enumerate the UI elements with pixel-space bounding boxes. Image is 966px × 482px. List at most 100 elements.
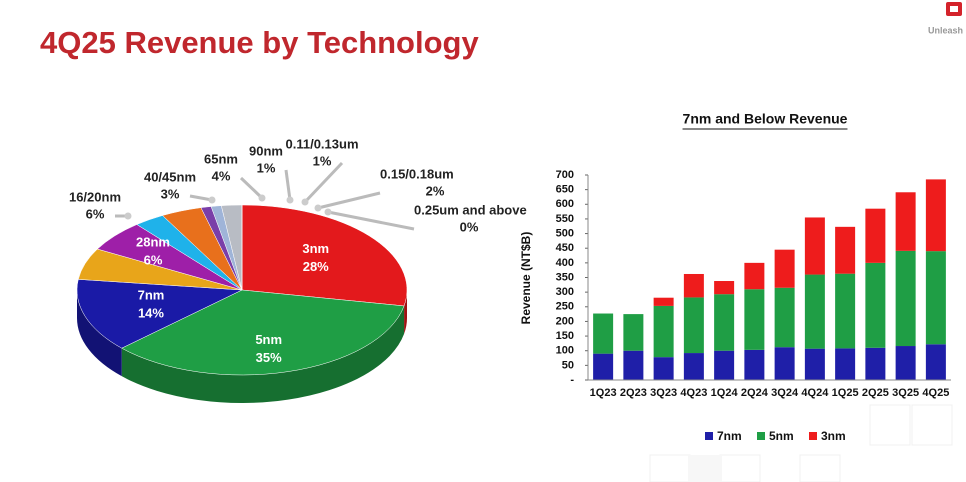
pie-slice [76,279,243,349]
leader-line [317,191,381,210]
x-tick-label: 3Q25 [892,387,919,399]
page-title: 4Q25 Revenue by Technology [40,25,479,60]
chart-title: 7nm and Below Revenue [683,111,848,127]
leader-line [189,194,213,202]
y-tick-label: 300 [556,286,574,298]
bar-segment [774,347,795,380]
bar-segment [593,353,614,380]
bar-segment [835,348,856,380]
y-tick-label: - [570,374,574,386]
y-tick-label: 650 [556,184,574,196]
slice-name: 0.11/0.13um [286,136,359,151]
bar-segment [865,208,886,263]
leader-dot [124,212,132,220]
bar-segment [925,251,946,345]
slice-value: 1% [257,160,276,175]
slice-name: 28nm [136,235,170,250]
bar-segment [683,273,704,298]
leader-dot [286,196,294,204]
slice-value: 3% [161,186,180,201]
slice-side [404,290,408,334]
bar-segment [683,297,704,354]
x-tick-label: 3Q24 [771,387,799,399]
slice-name: 5nm [255,332,282,347]
bar-segment [744,289,765,350]
bar-segment [835,273,856,349]
leader-dot [258,194,266,202]
slice-name: 0.25um and above [414,202,527,217]
y-axis-label: Revenue (NT$B) [519,232,533,325]
bar-segment [804,348,825,380]
leader-dot [324,208,332,216]
x-tick-label: 2Q25 [862,387,889,399]
bar-segment [865,262,886,348]
x-tick-label: 2Q24 [741,387,769,399]
slice-name: 16/20nm [69,189,121,204]
bar-segment [653,357,674,380]
bar-segment [895,192,916,251]
bar-segment [804,217,825,275]
x-tick-label: 4Q23 [680,387,707,399]
logo-text: Unleash [928,25,963,35]
y-tick-label: 600 [556,198,574,210]
slice-name: 40/45nm [144,169,196,184]
y-tick-label: 400 [556,257,574,269]
bar-segment [593,313,614,354]
legend-swatch [757,432,765,440]
logo [946,2,962,16]
legend-swatch [705,432,713,440]
bar-segment [774,249,795,288]
y-tick-label: 500 [556,227,574,239]
pie-slice [241,204,408,307]
y-tick-label: 550 [556,213,574,225]
bar-segment [774,287,795,348]
bar-segment [744,349,765,380]
x-tick-label: 2Q23 [620,387,647,399]
legend-swatch [809,432,817,440]
y-tick-label: 150 [556,330,574,342]
y-tick-label: 350 [556,271,574,283]
x-tick-label: 1Q24 [711,387,739,399]
y-tick-label: 700 [556,169,574,181]
bar-segment [895,250,916,347]
bar-segment [714,294,735,351]
y-tick-label: 100 [556,345,574,357]
bar-segment [804,274,825,349]
bar-segment [865,347,886,380]
leader-line [239,176,264,200]
bar-segment [653,297,674,306]
y-tick-label: 250 [556,301,574,313]
x-tick-label: 4Q24 [801,387,829,399]
slice-value: 4% [212,168,231,183]
bar-segment [925,179,946,252]
slice-value: 0% [460,219,479,234]
bar-segment [623,350,644,380]
slice-name: 7nm [138,288,165,303]
y-tick-label: 50 [562,359,574,371]
slice-side [121,305,405,403]
legend-label: 3nm [821,429,846,443]
slice-value: 6% [144,253,163,268]
slice-value: 1% [313,153,332,168]
x-tick-label: 1Q23 [590,387,617,399]
x-tick-label: 3Q23 [650,387,677,399]
bar-segment [744,262,765,290]
legend-label: 5nm [769,429,794,443]
slice-name: 65nm [204,151,238,166]
background-tile [688,455,722,482]
leader-line [284,169,292,201]
pie-slice [121,289,405,376]
bar-segment [714,350,735,380]
y-tick-label: 200 [556,315,574,327]
bar-segment [653,305,674,358]
leader-dot [301,198,309,206]
leader-dot [208,196,216,204]
slice-value: 28% [303,259,329,274]
slice-value: 35% [256,350,282,365]
bar-segment [925,344,946,380]
slice-value: 6% [86,206,105,221]
x-tick-label: 1Q25 [832,387,859,399]
legend-label: 7nm [717,429,742,443]
slice-value: 2% [426,183,445,198]
slice-name: 0.15/0.18um [380,166,454,181]
